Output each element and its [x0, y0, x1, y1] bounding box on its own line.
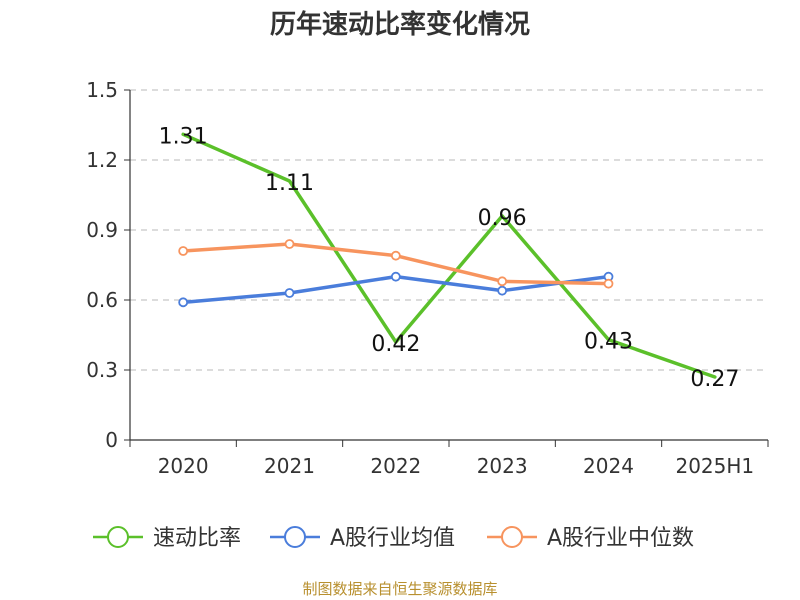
- data-point: [390, 271, 401, 282]
- data-point: [284, 288, 295, 298]
- legend-item-1[interactable]: A股行业均值: [270, 526, 455, 551]
- legend-label: 速动比率: [153, 526, 241, 551]
- series-lines: [178, 132, 717, 379]
- data-point: [284, 239, 295, 249]
- x-tick-label: 2025H1: [675, 454, 754, 478]
- x-tick-label: 2022: [370, 454, 421, 478]
- data-label: 1.11: [265, 171, 314, 196]
- data-label: 0.42: [371, 332, 420, 357]
- x-tick-label: 2024: [583, 454, 634, 478]
- series-line-0: [181, 132, 717, 379]
- x-tick-label: 2020: [158, 454, 209, 478]
- data-label: 1.31: [159, 124, 208, 149]
- legend-label: A股行业均值: [330, 526, 455, 551]
- legend-marker: [501, 526, 523, 548]
- data-point: [603, 278, 614, 289]
- x-tick-label: 2023: [477, 454, 528, 478]
- legend-marker: [284, 526, 306, 548]
- data-point: [497, 276, 508, 287]
- data-label: 0.43: [584, 330, 633, 355]
- x-tick-label: 2021: [264, 454, 315, 478]
- data-point: [178, 246, 189, 256]
- y-tick-label: 0.6: [86, 288, 118, 312]
- source-footnote: 制图数据来自恒生聚源数据库: [302, 580, 498, 598]
- legend-item-0[interactable]: 速动比率: [93, 526, 241, 551]
- data-point: [390, 250, 401, 261]
- legend-marker: [107, 526, 129, 548]
- data-label: 0.27: [690, 367, 739, 392]
- chart-title: 历年速动比率变化情况: [269, 10, 530, 40]
- legend: 速动比率 A股行业均值 A股行业中位数: [93, 526, 694, 551]
- legend-label: A股行业中位数: [547, 526, 694, 551]
- y-tick-label: 0.3: [86, 358, 118, 382]
- y-tick-label: 1.2: [86, 148, 118, 172]
- y-tick-label: 0.9: [86, 218, 118, 242]
- data-labels: 1.31 1.11 0.42 0.96 0.43 0.27: [159, 124, 740, 392]
- y-tick-label: 0: [105, 428, 118, 452]
- axes: 0 0.3 0.6 0.9 1.2 1.5 2020 2021 2022 2023 2024 2025…: [86, 78, 769, 478]
- legend-item-2[interactable]: A股行业中位数: [487, 526, 694, 551]
- y-tick-label: 1.5: [86, 78, 118, 102]
- data-point: [497, 285, 508, 296]
- grid-lines: [130, 89, 768, 371]
- data-point: [178, 297, 189, 308]
- data-label: 0.96: [478, 206, 527, 231]
